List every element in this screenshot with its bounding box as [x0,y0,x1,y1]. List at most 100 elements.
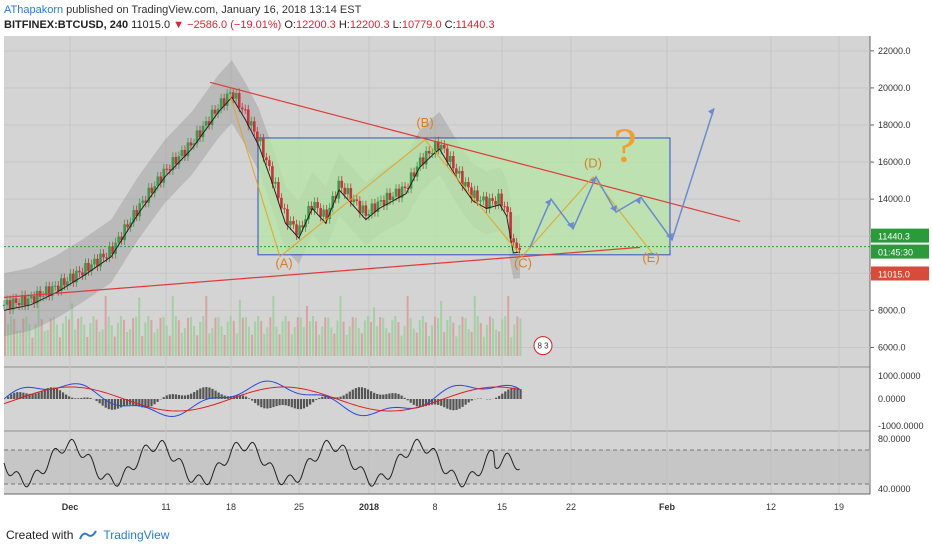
candle-body [409,172,413,189]
price-tag [871,244,929,259]
volume-bar [31,337,34,356]
candle-body [256,131,259,142]
macd-histogram-bar [101,399,104,406]
candle-body [274,182,277,184]
candle-body [346,188,350,195]
macd-histogram-bar [107,399,110,410]
consolidation-box [257,137,671,256]
volume-bar [345,334,348,356]
macd-histogram-bar [16,392,19,399]
author-link[interactable]: AThapakorn [4,4,64,16]
brand-link[interactable]: TradingView [103,528,170,542]
volume-bar [516,316,519,356]
volume-bar [241,317,244,356]
volume-bar [74,329,77,356]
macd-histogram-bar [248,398,251,399]
macd-histogram-bar [406,399,409,401]
macd-histogram-bar [254,399,257,404]
macd-histogram-bar [498,395,501,399]
macd-histogram-bar [336,397,339,399]
event-badge: 8 3 [537,342,549,351]
footer: Created with TradingView [6,528,169,542]
volume-bar [43,330,46,356]
volume-bar [446,319,449,356]
volume-bar [330,327,333,356]
volume-bar [190,316,193,356]
volume-bar [452,322,455,356]
macd-histogram-bar [156,399,159,402]
volume-bar [187,317,189,356]
candle-body [162,168,166,183]
macd-tick-label: 1000.0000 [878,371,921,381]
volume-bar [260,320,263,356]
volume-bar [25,316,28,356]
macd-histogram-bar [455,399,458,410]
question-mark: ? [613,122,637,173]
volume-bar [443,332,446,356]
moving-average-line [3,96,521,311]
macd-histogram-bar [421,399,425,407]
rsi-tick-label: 80.0000 [878,434,911,444]
macd-histogram-bar [122,399,126,407]
volume-bar [214,317,217,356]
candle-body [458,170,461,174]
macd-histogram-bar [257,399,260,406]
candle-body [63,278,66,286]
candle-body [159,176,163,183]
candle-body [509,212,512,239]
price-tag-text: 11440.3 [878,232,910,242]
candle-body [213,109,217,114]
volume-bar [58,337,61,356]
candle-body [295,224,298,236]
volume-bar [403,325,406,356]
macd-histogram-bar [357,387,360,399]
macd-histogram-bar [251,399,254,401]
candle-body [81,272,84,276]
volume-bar [196,335,199,356]
macd-histogram-bar [199,388,202,399]
candle-body [32,296,36,304]
macd-histogram-bar [302,399,306,409]
wave-label: (B) [416,115,433,130]
macd-histogram-bar [296,399,299,410]
candle-body [470,187,473,199]
candle-body [482,196,485,201]
candle-body [198,130,202,138]
volume-bar [336,320,339,356]
volume-bar [86,336,89,356]
macd-histogram-bar [147,399,150,408]
candle-body [433,141,437,154]
volume-bar [519,318,522,356]
macd-histogram-bar [324,396,327,399]
macd-histogram-bar [52,387,55,399]
macd-histogram-bar [440,399,443,406]
macd-histogram-bar [241,395,245,399]
volume-bar [98,331,101,356]
volume-bar [251,334,254,356]
volume-bar [394,316,397,356]
publisher-line: AThapakorn published on TradingView.com,… [4,4,361,16]
volume-bar [437,318,440,356]
macd-histogram-bar [284,399,287,406]
volume-bar [498,331,501,356]
candle-body [222,98,226,106]
candle-body [512,238,515,243]
candle-body [400,186,404,198]
volume-bar [135,316,138,356]
candle-body [50,286,54,296]
arrow-head [590,176,596,184]
volume-bar [22,318,25,356]
candle-body [183,149,187,157]
candle-body [20,295,24,306]
wave-label: (A) [275,256,292,271]
candle-body [406,188,410,190]
volume-bar [92,316,95,356]
high-value: 12200.3 [349,19,390,31]
candle-body [301,225,304,228]
volume-bar [421,316,424,356]
macd-histogram-bar [400,395,403,399]
y-tick-label: 20000.0 [878,83,911,93]
candle-body [379,200,383,202]
volume-bar [71,303,74,356]
chart-canvas[interactable]: (A) (B) (C) (D) (E)? 8 3 22000.0 20000.0 18000.… [0,36,932,522]
